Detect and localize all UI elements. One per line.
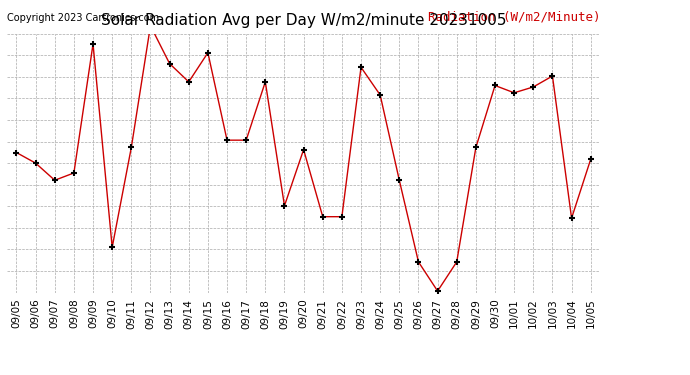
Text: Radiation (W/m2/Minute): Radiation (W/m2/Minute) xyxy=(428,10,600,23)
Text: Copyright 2023 Cartronics.com: Copyright 2023 Cartronics.com xyxy=(7,13,159,23)
Text: Solar Radiation Avg per Day W/m2/minute 20231005: Solar Radiation Avg per Day W/m2/minute … xyxy=(101,13,506,28)
